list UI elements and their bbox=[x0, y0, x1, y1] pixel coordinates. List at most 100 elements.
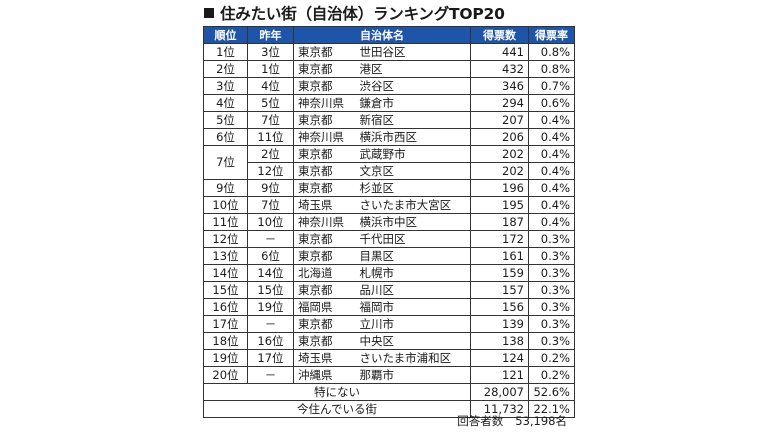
last-year-cell: 7位 bbox=[247, 111, 294, 129]
rate-cell: 0.3% bbox=[528, 298, 575, 316]
table-row: 6位 11位 神奈川県 横浜市西区 206 0.4% bbox=[203, 128, 575, 146]
prefecture-cell: 神奈川県 bbox=[293, 128, 356, 146]
table-row: 9位 9位 東京都 杉並区 196 0.4% bbox=[203, 179, 575, 197]
prefecture-cell: 東京都 bbox=[293, 179, 356, 197]
title-text: 住みたい街（自治体）ランキングTOP20 bbox=[220, 5, 505, 23]
city-cell: 鎌倉市 bbox=[355, 94, 471, 112]
city-cell: さいたま市大宮区 bbox=[355, 196, 471, 214]
votes-cell: 294 bbox=[470, 94, 529, 112]
prefecture-cell: 東京都 bbox=[293, 230, 356, 248]
respondent-label: 回答者数 bbox=[457, 414, 504, 428]
city-cell: 武蔵野市 bbox=[355, 145, 471, 163]
rank-cell: 16位 bbox=[203, 298, 248, 316]
prefecture-cell: 東京都 bbox=[293, 111, 356, 129]
rank-cell: 7位 bbox=[203, 145, 248, 180]
page-title: 住みたい街（自治体）ランキングTOP20 bbox=[204, 3, 505, 25]
prefecture-cell: 東京都 bbox=[293, 43, 356, 61]
rank-cell: 9位 bbox=[203, 179, 248, 197]
prefecture-cell: 北海道 bbox=[293, 264, 356, 282]
rate-cell: 0.3% bbox=[528, 264, 575, 282]
rank-cell: 14位 bbox=[203, 264, 248, 282]
votes-cell: 138 bbox=[470, 332, 529, 350]
city-cell: 世田谷区 bbox=[355, 43, 471, 61]
table-row: 12位 東京都 文京区 202 0.4% bbox=[204, 162, 575, 180]
last-year-cell: 7位 bbox=[247, 196, 294, 214]
rate-cell: 0.8% bbox=[528, 43, 575, 61]
table-row: 4位 5位 神奈川県 鎌倉市 294 0.6% bbox=[203, 94, 575, 112]
votes-cell: 432 bbox=[470, 60, 529, 78]
votes-cell: 121 bbox=[470, 366, 529, 384]
city-cell: 横浜市中区 bbox=[355, 213, 471, 231]
prefecture-cell: 東京都 bbox=[293, 281, 356, 299]
rank-cell: 2位 bbox=[203, 60, 248, 78]
rank-cell: 17位 bbox=[203, 315, 248, 333]
table-row: 5位 7位 東京都 新宿区 207 0.4% bbox=[203, 111, 575, 129]
prefecture-cell: 東京都 bbox=[293, 145, 356, 163]
last-year-cell: 9位 bbox=[247, 179, 294, 197]
rank-cell: 18位 bbox=[203, 332, 248, 350]
rate-cell: 0.3% bbox=[528, 332, 575, 350]
last-year-cell: 4位 bbox=[247, 77, 294, 95]
table-body: 1位 3位 東京都 世田谷区 441 0.8% 2位 1位 東京都 港区 432 0.8% 3位 4位 東京… bbox=[203, 43, 575, 418]
respondent-count: 回答者数 53,198名 bbox=[457, 413, 567, 429]
rate-cell: 0.2% bbox=[528, 349, 575, 367]
city-cell: 杉並区 bbox=[355, 179, 471, 197]
table-row: 14位 14位 北海道 札幌市 159 0.3% bbox=[203, 264, 575, 282]
prefecture-cell: 東京都 bbox=[293, 162, 356, 180]
prefecture-cell: 沖縄県 bbox=[293, 366, 356, 384]
votes-cell: 206 bbox=[470, 128, 529, 146]
last-year-cell: 15位 bbox=[247, 281, 294, 299]
rate-cell: 0.2% bbox=[528, 366, 575, 384]
rate-cell: 0.7% bbox=[528, 77, 575, 95]
last-year-cell: 16位 bbox=[247, 332, 294, 350]
votes-cell: 159 bbox=[470, 264, 529, 282]
total-row: 特にない 28,007 52.6% bbox=[203, 383, 575, 401]
votes-cell: 202 bbox=[470, 145, 529, 163]
rate-cell: 0.3% bbox=[528, 315, 575, 333]
table-row: 18位 16位 東京都 中央区 138 0.3% bbox=[203, 332, 575, 350]
votes-cell: 156 bbox=[470, 298, 529, 316]
rate-cell: 0.6% bbox=[528, 94, 575, 112]
last-year-cell: 10位 bbox=[247, 213, 294, 231]
city-cell: 千代田区 bbox=[355, 230, 471, 248]
votes-cell: 161 bbox=[470, 247, 529, 265]
rate-cell: 0.4% bbox=[528, 162, 575, 180]
table-row: 15位 15位 東京都 品川区 157 0.3% bbox=[203, 281, 575, 299]
city-cell: 目黒区 bbox=[355, 247, 471, 265]
last-year-cell: 11位 bbox=[247, 128, 294, 146]
votes-cell: 187 bbox=[470, 213, 529, 231]
prefecture-cell: 東京都 bbox=[293, 247, 356, 265]
prefecture-cell: 東京都 bbox=[293, 60, 356, 78]
table-row: 2位 1位 東京都 港区 432 0.8% bbox=[203, 60, 575, 78]
total-row: 今住んでいる街 11,732 22.1% bbox=[203, 400, 575, 418]
city-cell: 立川市 bbox=[355, 315, 471, 333]
last-year-cell: － bbox=[247, 315, 294, 333]
rank-cell: 3位 bbox=[203, 77, 248, 95]
ranking-table: 順位 昨年 自治体名 得票数 得票率 1位 3位 東京都 世田谷区 441 0.8% 2位 1… bbox=[203, 26, 575, 418]
votes-cell: 207 bbox=[470, 111, 529, 129]
prefecture-cell: 埼玉県 bbox=[293, 196, 356, 214]
rate-cell: 0.4% bbox=[528, 128, 575, 146]
rate-cell: 0.4% bbox=[528, 179, 575, 197]
votes-cell: 172 bbox=[470, 230, 529, 248]
table-row: 11位 10位 神奈川県 横浜市中区 187 0.4% bbox=[203, 213, 575, 231]
last-year-cell: 2位 bbox=[247, 145, 294, 163]
rank-cell: 10位 bbox=[203, 196, 248, 214]
city-cell: さいたま市浦和区 bbox=[355, 349, 471, 367]
rank-cell: 6位 bbox=[203, 128, 248, 146]
table-row: 10位 7位 埼玉県 さいたま市大宮区 195 0.4% bbox=[203, 196, 575, 214]
last-year-cell: 12位 bbox=[247, 162, 294, 180]
city-cell: 中央区 bbox=[355, 332, 471, 350]
rank-cell: 13位 bbox=[203, 247, 248, 265]
city-cell: 港区 bbox=[355, 60, 471, 78]
rate-cell: 0.4% bbox=[528, 213, 575, 231]
total-label-cell: 今住んでいる街 bbox=[203, 400, 471, 418]
prefecture-cell: 神奈川県 bbox=[293, 213, 356, 231]
city-cell: 福岡市 bbox=[355, 298, 471, 316]
total-rate-cell: 22.1% bbox=[528, 400, 575, 418]
rank-cell: 19位 bbox=[203, 349, 248, 367]
rank-cell: 1位 bbox=[203, 43, 248, 61]
rate-cell: 0.3% bbox=[528, 230, 575, 248]
rank-cell: 5位 bbox=[203, 111, 248, 129]
votes-cell: 124 bbox=[470, 349, 529, 367]
